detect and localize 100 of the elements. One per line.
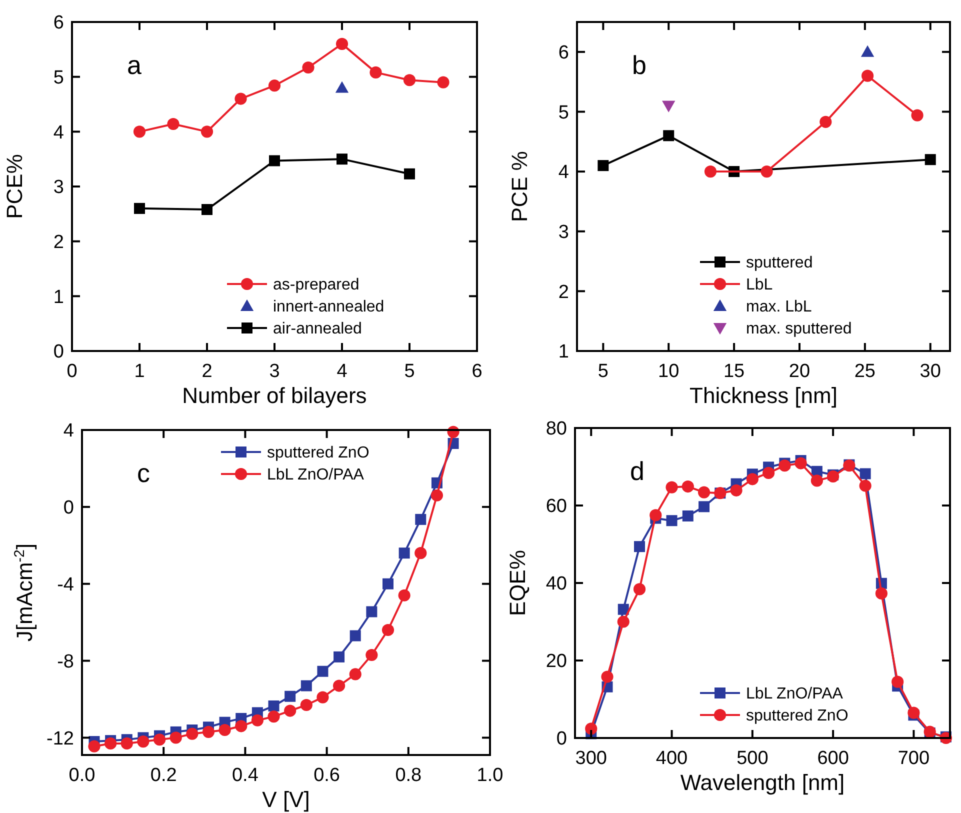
x-tick-label: 700	[898, 748, 930, 769]
legend-label: innert-annealed	[273, 298, 384, 316]
point	[170, 732, 182, 744]
point	[202, 726, 215, 738]
legend-label: as-prepared	[273, 276, 360, 294]
point	[134, 202, 145, 214]
x-axis-title: V [V]	[262, 787, 310, 812]
annotation: d	[630, 456, 644, 486]
point	[269, 155, 280, 166]
point	[284, 690, 296, 702]
point	[133, 126, 146, 138]
point	[810, 474, 823, 487]
point	[650, 509, 662, 522]
x-tick-label: 3	[269, 361, 280, 382]
point	[336, 38, 348, 50]
point	[794, 457, 807, 470]
legend-label: sputtered	[746, 254, 813, 272]
y-tick-label: 3	[53, 177, 64, 198]
legend-label: max. sputtered	[746, 320, 852, 338]
point	[251, 714, 264, 726]
point	[268, 710, 280, 723]
x-tick-label: 15	[723, 361, 745, 382]
point	[334, 651, 345, 662]
x-tick-label: 500	[736, 748, 768, 769]
y-tick-label: 40	[546, 574, 567, 595]
point	[860, 468, 871, 480]
x-tick-label: 300	[575, 748, 607, 769]
y-tick-label: 5	[558, 102, 569, 124]
x-tick-label: 600	[817, 748, 849, 769]
point	[746, 473, 758, 486]
point	[403, 74, 416, 86]
point	[415, 514, 426, 525]
point	[120, 737, 133, 750]
point	[202, 204, 212, 216]
point	[235, 720, 248, 732]
point	[404, 168, 415, 180]
y-tick-label: 0	[53, 342, 64, 363]
point	[104, 737, 117, 750]
x-tick-label: 400	[656, 748, 688, 769]
point	[682, 480, 694, 493]
point	[137, 735, 150, 748]
annotation: b	[632, 50, 646, 80]
y-tick-label: 0	[63, 498, 74, 519]
point	[633, 583, 646, 596]
legend-label: LbL ZnO/PAA	[746, 686, 844, 703]
point	[666, 481, 678, 494]
x-axis-title: Number of bilayers	[182, 383, 367, 408]
point	[218, 724, 231, 736]
point	[332, 680, 346, 692]
point	[762, 466, 775, 479]
y-tick-label: -8	[57, 651, 74, 672]
point	[598, 160, 609, 172]
point	[860, 45, 874, 57]
y-tick-label: 1	[53, 286, 64, 308]
point	[662, 100, 676, 112]
annotation: c	[137, 458, 150, 488]
point	[200, 126, 214, 138]
legend-label: sputtered ZnO	[267, 444, 370, 462]
y-tick-label: 5	[53, 67, 64, 88]
y-tick-label: 6	[53, 12, 64, 34]
x-tick-label: 1.0	[476, 765, 504, 786]
point	[88, 740, 100, 752]
x-tick-label: 5	[598, 361, 608, 382]
y-tick-label: 20	[546, 651, 567, 672]
x-axis-title: Thickness [nm]	[690, 383, 838, 408]
point	[335, 81, 349, 93]
y-tick-label: 3	[558, 222, 569, 244]
point	[336, 154, 348, 165]
point	[382, 624, 394, 636]
y-tick-label: -4	[57, 574, 74, 596]
point	[317, 666, 328, 677]
point	[430, 489, 444, 502]
y-tick-label: 80	[546, 418, 567, 440]
point	[698, 486, 710, 498]
point	[268, 80, 281, 92]
x-tick-label: 5	[404, 361, 415, 382]
point	[234, 92, 247, 105]
point	[370, 66, 382, 78]
point	[760, 165, 773, 178]
y-tick-label: 0	[556, 728, 567, 750]
point	[682, 510, 694, 522]
y-axis-title: PCE%	[2, 154, 27, 219]
x-tick-label: 0.4	[232, 765, 259, 786]
y-tick-label: 2	[53, 232, 64, 253]
y-tick-label: 4	[558, 162, 570, 184]
legend-label: max. LbL	[746, 298, 812, 316]
point	[300, 698, 312, 712]
point	[875, 587, 888, 600]
y-tick-label: 4	[53, 122, 64, 144]
x-tick-label: 0.0	[68, 765, 96, 786]
legend-label: LbL ZnO/PAA	[267, 466, 364, 484]
point	[666, 515, 678, 526]
x-tick-label: 4	[336, 361, 348, 382]
annotation: a	[127, 50, 142, 80]
x-tick-label: 25	[854, 361, 876, 382]
x-tick-label: 30	[920, 361, 941, 382]
point	[382, 578, 394, 590]
point	[414, 547, 427, 560]
point	[892, 676, 904, 688]
point	[350, 630, 361, 642]
